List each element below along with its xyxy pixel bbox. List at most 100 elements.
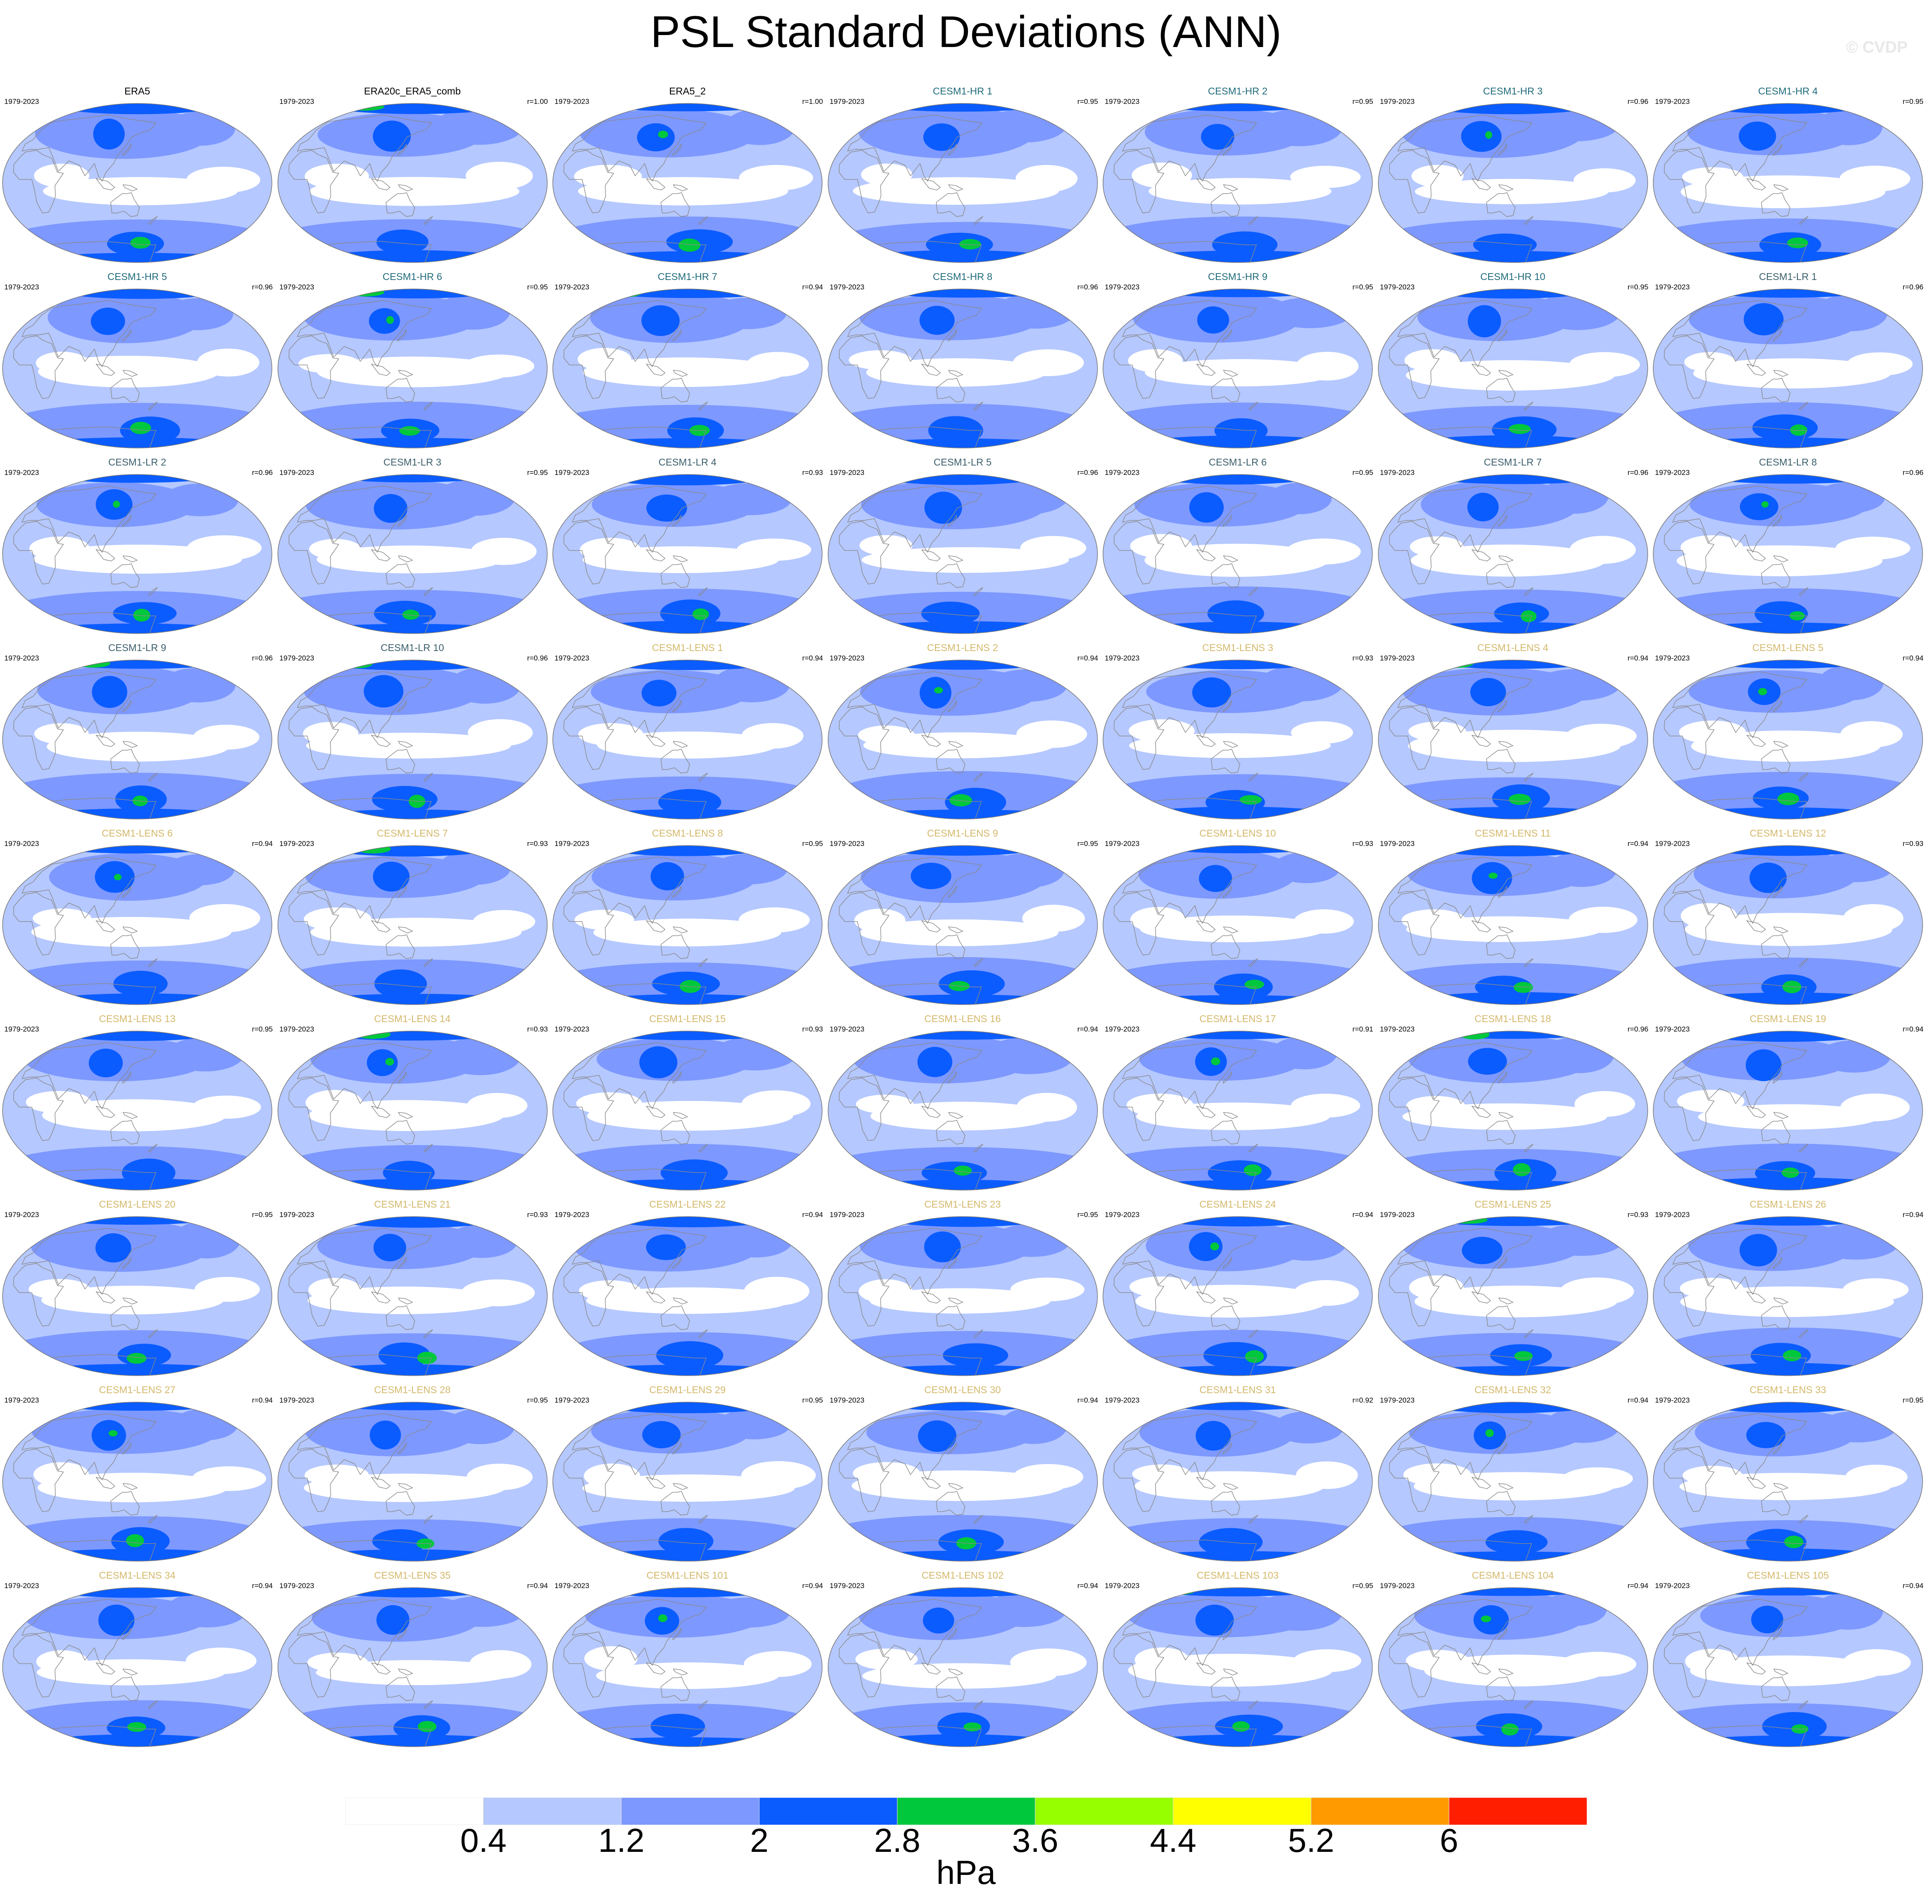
contour-fill-level-0 [584,1646,638,1671]
map-contour-plot [2,1216,272,1376]
contour-fill-level-0 [1682,1465,1743,1485]
contour-fill-level-3 [1461,1237,1503,1264]
coastline [1103,981,1257,1005]
map-panel: CESM1-HR 4 1979-2023 r=0.95 [1651,85,1925,265]
coastline [1378,1408,1417,1429]
coastline [698,1515,708,1524]
map-panel: CESM1-LENS 31 1979-2023 r=0.92 [1100,1384,1375,1564]
panel-correlation: r=0.95 [802,840,823,848]
contour-fill-level-0 [1685,1648,1740,1674]
map-panel: CESM1-LENS 12 1979-2023 r=0.93 [1651,828,1925,1007]
coastline [1122,115,1257,182]
coastline [148,216,158,225]
coastline [1223,886,1232,898]
contour-fill-level-2 [1540,478,1608,514]
panel-title: CESM1-LENS 27 [99,1384,176,1395]
panel-correlation: r=1.00 [527,97,548,106]
contour-fill-level-3 [576,289,805,298]
coastline [947,1628,957,1640]
contour-fill-level-0 [1693,358,1891,389]
contour-fill-level-3 [590,1217,793,1227]
coastline [1223,370,1238,377]
coastline [828,610,982,634]
coastline [828,1222,867,1244]
coastline [1378,1167,1532,1190]
contour-fill-level-0 [1846,352,1913,376]
contour-fill-level-3 [1392,807,1630,819]
map-outline [1377,660,1648,819]
contour-fill-level-0 [1566,724,1637,749]
panel-period: 1979-2023 [1655,654,1690,662]
panel-title: CESM1-LENS 20 [99,1199,176,1210]
panel-period: 1979-2023 [1105,1582,1140,1590]
contour-fill-level-3 [1400,1031,1621,1039]
coastline [1761,563,1790,588]
contour-fill-level-0 [308,1278,361,1302]
coastline [123,1112,138,1119]
coastline [838,892,889,955]
contour-fill-level-3 [376,229,428,254]
map-contour-plot [552,1216,823,1376]
contour-fill-level-0 [741,1090,811,1117]
map-contour-plot [1103,289,1373,448]
contour-fill-level-3 [910,863,951,889]
coastline [646,178,666,191]
panel-title: CESM1-LENS 21 [374,1199,451,1210]
coastline [935,1120,965,1145]
coastline [1773,555,1788,563]
map-contour-plot [1103,1587,1373,1747]
coastline [1498,926,1513,934]
contour-fill-level-0 [861,163,912,186]
map-outline [1103,1031,1373,1191]
coastline [661,1120,690,1145]
map-outline [552,1031,823,1191]
contour-fill-level-3 [378,1342,430,1368]
panel-title: CESM1-LR 7 [1484,457,1542,468]
contour-fill-level-3 [1132,660,1345,669]
contour-fill-level-3 [938,970,1005,998]
coastline [1196,1291,1216,1304]
coastline [371,1477,390,1489]
contour-fill-level-2 [1546,1407,1620,1443]
coastline [1653,1538,1807,1561]
contour-fill-level-4 [1508,424,1531,434]
panel-correlation: r=0.95 [527,283,548,291]
coastline [935,378,965,403]
contour-fill-level-4 [1513,981,1533,993]
map-contour-plot [552,103,823,263]
contour-fill-level-2 [1546,852,1617,887]
contour-fill-level-0 [1293,1280,1359,1306]
coastline [1773,184,1788,192]
map-contour-plot [277,845,548,1005]
colorbar-swatch [1173,1798,1312,1825]
panel-period: 1979-2023 [1655,1582,1690,1590]
contour-fill-level-3 [41,289,241,299]
coastline [1196,178,1216,191]
contour-fill-level-3 [38,103,236,115]
contour-fill-level-0 [1568,907,1637,933]
coastline [385,378,415,403]
coastline [1524,1700,1534,1709]
coastline [148,958,158,967]
coastline [1103,1167,1257,1190]
coastline [973,958,983,967]
coastline [1672,486,1808,553]
contour-fill-level-3 [1195,1047,1227,1076]
map-outline [277,660,548,819]
contour-fill-level-3 [1199,865,1232,892]
map-panel: CESM1-LENS 8 1979-2023 r=0.95 [550,828,825,1007]
coastline [1223,1297,1238,1305]
map-contour-plot [1653,1402,1923,1562]
contour-fill-level-3 [1403,435,1615,448]
coastline [973,401,983,410]
contour-fill-level-3 [1138,846,1342,854]
coastline [1773,1071,1782,1084]
panel-title: ERA5_2 [669,85,706,97]
contour-fill-level-0 [1406,1096,1465,1115]
map-contour-plot [277,1031,548,1191]
coastline [277,1222,316,1244]
contour-fill-level-3 [302,993,528,1005]
map-outline [1377,1402,1648,1562]
contour-fill-level-0 [1840,721,1903,748]
map-outline [552,845,823,1005]
